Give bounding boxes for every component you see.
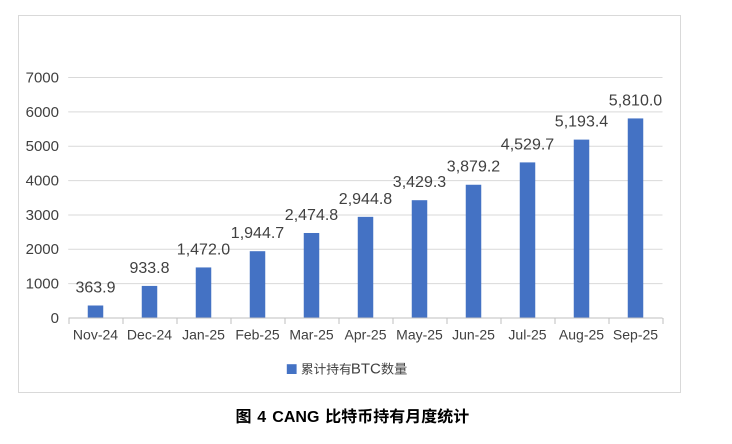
svg-text:3,429.3: 3,429.3	[393, 174, 446, 191]
svg-text:Jun-25: Jun-25	[452, 327, 495, 343]
svg-text:Nov-24: Nov-24	[73, 327, 118, 343]
svg-text:Aug-25: Aug-25	[559, 327, 604, 343]
svg-text:May-25: May-25	[396, 327, 443, 343]
svg-text:6000: 6000	[26, 104, 59, 121]
svg-text:Dec-24: Dec-24	[127, 327, 172, 343]
svg-text:Jul-25: Jul-25	[508, 327, 546, 343]
svg-text:Apr-25: Apr-25	[344, 327, 386, 343]
svg-text:Feb-25: Feb-25	[235, 327, 280, 343]
svg-text:933.8: 933.8	[129, 260, 169, 277]
svg-text:2000: 2000	[26, 241, 59, 258]
svg-text:4: 4	[257, 409, 266, 426]
svg-text:7000: 7000	[26, 69, 59, 86]
svg-text:1000: 1000	[26, 276, 59, 293]
svg-text:Jan-25: Jan-25	[182, 327, 225, 343]
svg-text:3000: 3000	[26, 207, 59, 224]
svg-text:CANG: CANG	[272, 409, 319, 426]
svg-text:0: 0	[51, 310, 59, 327]
svg-text:3,879.2: 3,879.2	[447, 159, 500, 176]
svg-text:1,944.7: 1,944.7	[231, 225, 284, 242]
svg-text:363.9: 363.9	[75, 280, 115, 297]
svg-text:1,472.0: 1,472.0	[177, 241, 230, 258]
svg-text:4000: 4000	[26, 173, 59, 190]
svg-text:5000: 5000	[26, 138, 59, 155]
svg-text:4,529.7: 4,529.7	[501, 136, 554, 153]
svg-text:Mar-25: Mar-25	[289, 327, 334, 343]
svg-text:5,193.4: 5,193.4	[555, 114, 608, 131]
svg-text:5,810.0: 5,810.0	[609, 92, 662, 109]
svg-text:2,474.8: 2,474.8	[285, 207, 338, 224]
svg-text:2,944.8: 2,944.8	[339, 191, 392, 208]
svg-text:BTC: BTC	[351, 361, 381, 378]
svg-text:Sep-25: Sep-25	[613, 327, 658, 343]
